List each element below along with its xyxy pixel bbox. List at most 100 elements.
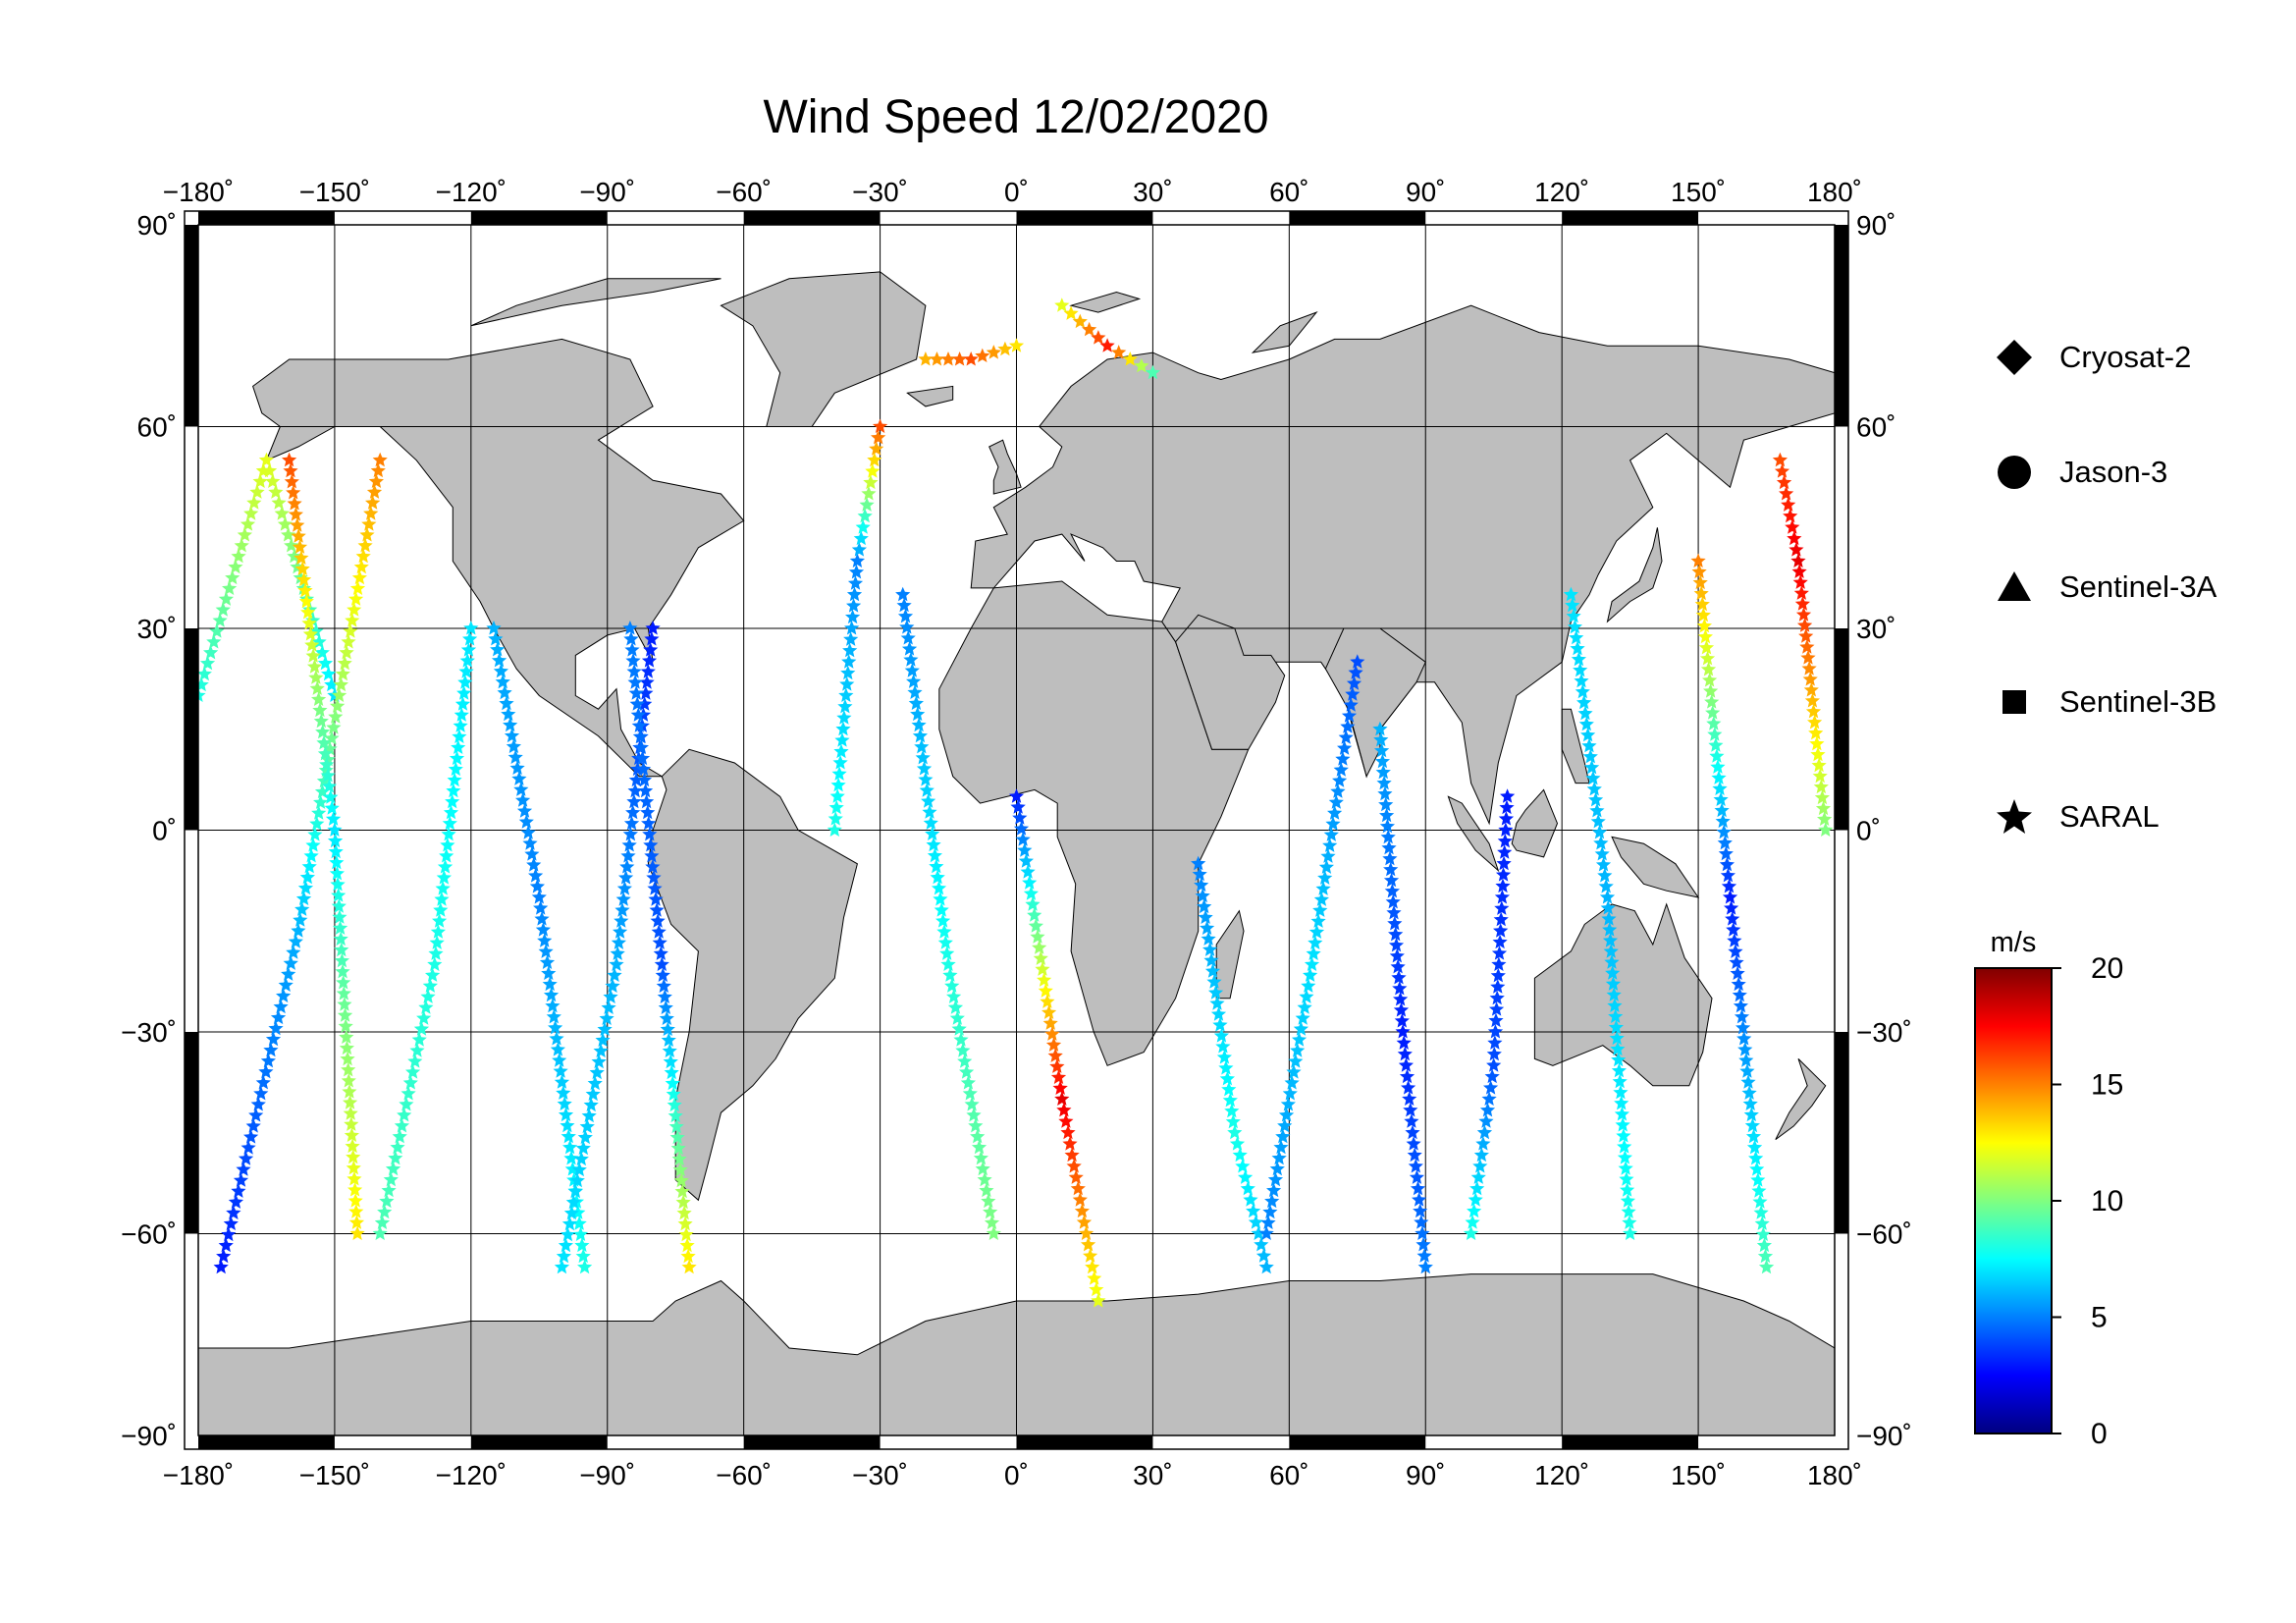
track-point [1381,839,1397,855]
track-point [1591,824,1608,839]
track-point [1066,1159,1082,1173]
track-point [963,352,979,366]
satellite-track [1463,788,1516,1240]
track-point [345,1138,360,1154]
frame-bar-right [1835,1032,1848,1234]
track-point [1694,596,1710,612]
track-point [906,674,922,688]
track-point [297,582,313,598]
track-point [1711,770,1727,784]
track-point [299,869,315,885]
legend-item-sentinel3a: Sentinel-3A [1993,529,2287,644]
lon-tick-label-top: 90˚ [1406,177,1445,207]
track-point [284,473,299,489]
track-point [871,429,886,445]
frame-bar-right [1835,628,1848,831]
track-point [960,1075,976,1090]
track-point [1023,886,1039,900]
track-point [1122,352,1138,366]
lat-tick-label-left: 30˚ [137,614,177,644]
track-point [593,1043,609,1057]
track-point [402,1075,418,1090]
track-point [1013,821,1030,836]
track-point [1404,1113,1419,1128]
track-point [1192,866,1207,882]
track-point [640,664,656,678]
satellite-track [554,621,661,1274]
track-point [664,1064,679,1080]
track-point [844,621,860,635]
track-point [957,1054,973,1068]
track-point [287,496,302,511]
track-point [443,804,459,820]
colorbar-gradient [1974,967,2053,1434]
track-point [1608,1019,1624,1035]
track-point [1734,1008,1750,1024]
track-point [374,1215,391,1229]
track-point [228,1194,243,1209]
track-point [981,1193,996,1209]
satellite-track [1191,855,1274,1274]
track-point [997,341,1013,356]
track-point [1346,676,1362,690]
track-point [348,1204,364,1218]
track-point [339,1040,354,1055]
track-point [306,659,323,674]
track-point [572,1226,589,1241]
track-point [1390,958,1406,974]
track-point [298,593,314,609]
track-point [1601,911,1617,926]
track-point [900,630,916,645]
track-point [325,811,342,826]
track-point [1713,791,1729,806]
track-point [1085,1259,1100,1274]
track-point [1602,922,1618,937]
track-point [1264,1193,1280,1209]
track-point [575,1140,591,1156]
track-point [629,696,645,711]
track-point [234,537,249,553]
track-point [1328,794,1344,809]
track-point [915,750,931,765]
track-point [1736,1031,1752,1046]
frame-bar-bottom [198,1435,335,1449]
track-point [1280,1097,1296,1111]
track-point [258,452,275,467]
track-point [1593,836,1609,850]
track-point [1807,714,1823,730]
track-point [1809,735,1825,751]
track-point [454,707,469,722]
track-point [1752,1194,1768,1209]
track-point [1479,1102,1496,1117]
track-point [607,967,622,982]
track-point [1076,1215,1093,1229]
landmass-new-zealand [1775,1058,1827,1141]
track-point [619,859,635,874]
track-point [1609,1030,1625,1046]
track-point [240,1140,256,1155]
track-point [446,783,461,798]
track-point [1091,330,1106,345]
track-point [1343,697,1359,712]
track-point [1227,1124,1243,1140]
track-point [1722,890,1738,904]
track-point [623,815,640,831]
track-point [1293,1021,1308,1036]
lon-tick-label-bottom: −120˚ [436,1460,507,1490]
track-point [591,1054,607,1069]
track-point [1032,940,1047,954]
colorbar-tick-label: 15 [2091,1069,2123,1102]
landmass-eurasia [970,304,1835,826]
track-point [1286,1064,1302,1079]
track-point [222,580,238,595]
satellite-track [1772,452,1834,837]
track-point [460,642,477,657]
track-point [1493,911,1509,927]
track-point [573,1151,589,1166]
track-point [436,870,452,885]
lon-tick-label-bottom: −90˚ [579,1460,635,1490]
track-point [1041,1004,1057,1019]
track-point [1600,900,1616,915]
track-point [1620,1193,1635,1208]
track-point [271,495,287,510]
